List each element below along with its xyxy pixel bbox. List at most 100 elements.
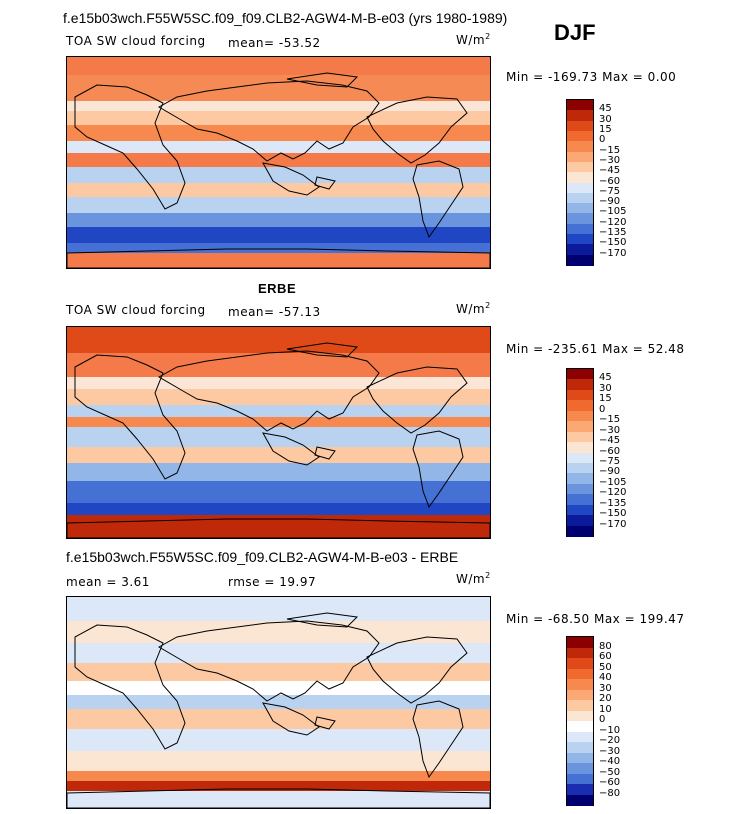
colorbar-level-label: −15 [599, 144, 621, 156]
colorbar-level-label: −170 [599, 247, 627, 259]
colorbar-swatch [567, 504, 593, 516]
colorbar-swatch [567, 442, 593, 453]
colorbar-level-label: 0 [599, 714, 606, 725]
panel3-colorbar [566, 636, 594, 806]
colorbar-level-label: 10 [599, 703, 612, 715]
colorbar-swatch [567, 379, 593, 391]
colorbar-swatch [567, 773, 593, 785]
colorbar-swatch [567, 421, 593, 433]
colorbar-swatch [567, 784, 593, 795]
colorbar-swatch [567, 254, 593, 266]
map-field [67, 597, 490, 808]
colorbar-level-label: 30 [599, 382, 612, 394]
panel1-map [66, 56, 491, 269]
panel3-units: W/m2 [456, 571, 491, 586]
colorbar-level-label: 30 [599, 113, 612, 125]
colorbar-level-label: −40 [599, 756, 621, 767]
colorbar-level-label: −75 [599, 185, 621, 197]
colorbar-level-label: 15 [599, 393, 612, 405]
colorbar-level-label: 80 [599, 640, 612, 652]
colorbar-level-label: 45 [599, 372, 612, 384]
panel2-mean: mean= -57.13 [228, 305, 321, 319]
colorbar-swatch [567, 731, 593, 743]
panel2-units: W/m2 [456, 301, 491, 316]
colorbar-swatch [567, 679, 593, 690]
map-field [67, 57, 490, 268]
colorbar-level-label: −105 [599, 476, 627, 488]
colorbar-level-label: −45 [599, 165, 621, 177]
colorbar-swatch [567, 525, 593, 537]
colorbar-swatch [567, 647, 593, 659]
colorbar-level-label: −170 [599, 518, 627, 530]
colorbar-swatch [567, 141, 593, 153]
colorbar-swatch [567, 668, 593, 680]
season-label: DJF [554, 20, 596, 45]
colorbar-swatch [567, 462, 593, 474]
colorbar-swatch [567, 473, 593, 485]
panel2-colorbar [566, 368, 594, 537]
colorbar-swatch [567, 369, 593, 380]
colorbar-swatch [567, 431, 593, 443]
colorbar-swatch [567, 515, 593, 527]
colorbar-swatch [567, 483, 593, 495]
panel3-mean: mean = 3.61 [66, 575, 150, 589]
panel1-field-label: TOA SW cloud forcing [66, 34, 206, 48]
colorbar-swatch [567, 721, 593, 732]
colorbar-swatch [567, 172, 593, 183]
colorbar-swatch [567, 752, 593, 764]
colorbar-level-label: −80 [599, 787, 621, 799]
colorbar-level-label: −50 [599, 766, 621, 778]
colorbar-swatch [567, 794, 593, 806]
colorbar-level-label: −75 [599, 455, 621, 467]
colorbar-level-label: −135 [599, 227, 627, 239]
colorbar-swatch [567, 389, 593, 401]
colorbar-level-label: −30 [599, 745, 621, 757]
colorbar-level-label: −90 [599, 196, 621, 208]
panel2-minmax: Min = -235.61 Max = 52.48 [506, 342, 685, 356]
panel1-colorbar [566, 99, 594, 266]
colorbar-swatch [567, 130, 593, 142]
colorbar-swatch [567, 700, 593, 711]
colorbar-swatch [567, 100, 593, 111]
panel1-minmax: Min = -169.73 Max = 0.00 [506, 70, 677, 84]
colorbar-swatch [567, 161, 593, 173]
panel3-minmax: Min = -68.50 Max = 199.47 [506, 612, 685, 626]
colorbar-level-label: −135 [599, 497, 627, 509]
panel3-rmse: rmse = 19.97 [228, 575, 317, 589]
colorbar-swatch [567, 203, 593, 214]
colorbar-level-label: 0 [599, 403, 606, 415]
colorbar-level-label: −10 [599, 724, 621, 736]
colorbar-swatch [567, 213, 593, 225]
colorbar-swatch [567, 494, 593, 506]
colorbar-swatch [567, 400, 593, 412]
colorbar-swatch [567, 763, 593, 774]
colorbar-swatch [567, 637, 593, 648]
colorbar-level-label: 30 [599, 682, 612, 694]
panel2-field-label: TOA SW cloud forcing [66, 303, 206, 317]
panel3-map [66, 596, 491, 809]
colorbar-level-label: −30 [599, 154, 621, 166]
colorbar-level-label: −30 [599, 424, 621, 436]
colorbar-level-label: −60 [599, 175, 621, 187]
colorbar-level-label: 45 [599, 103, 612, 115]
colorbar-swatch [567, 223, 593, 235]
panel1-mean: mean= -53.52 [228, 36, 321, 50]
colorbar-level-label: −90 [599, 466, 621, 478]
colorbar-swatch [567, 658, 593, 669]
colorbar-swatch [567, 710, 593, 722]
colorbar-level-label: 50 [599, 661, 612, 673]
panel1-units: W/m2 [456, 32, 491, 47]
colorbar-level-label: −105 [599, 206, 627, 218]
panel3-heading: f.e15b03wch.F55W5SC.f09_f09.CLB2-AGW4-M-… [66, 549, 459, 565]
colorbar-level-label: 15 [599, 123, 612, 135]
colorbar-swatch [567, 234, 593, 245]
colorbar-swatch [567, 410, 593, 422]
colorbar-level-label: 40 [599, 672, 612, 683]
colorbar-swatch [567, 120, 593, 132]
colorbar-swatch [567, 192, 593, 204]
colorbar-level-label: −20 [599, 735, 621, 746]
main-title: f.e15b03wch.F55W5SC.f09_f09.CLB2-AGW4-M-… [63, 10, 508, 26]
colorbar-level-label: −60 [599, 445, 621, 457]
colorbar-level-label: −60 [599, 777, 621, 788]
colorbar-swatch [567, 110, 593, 122]
